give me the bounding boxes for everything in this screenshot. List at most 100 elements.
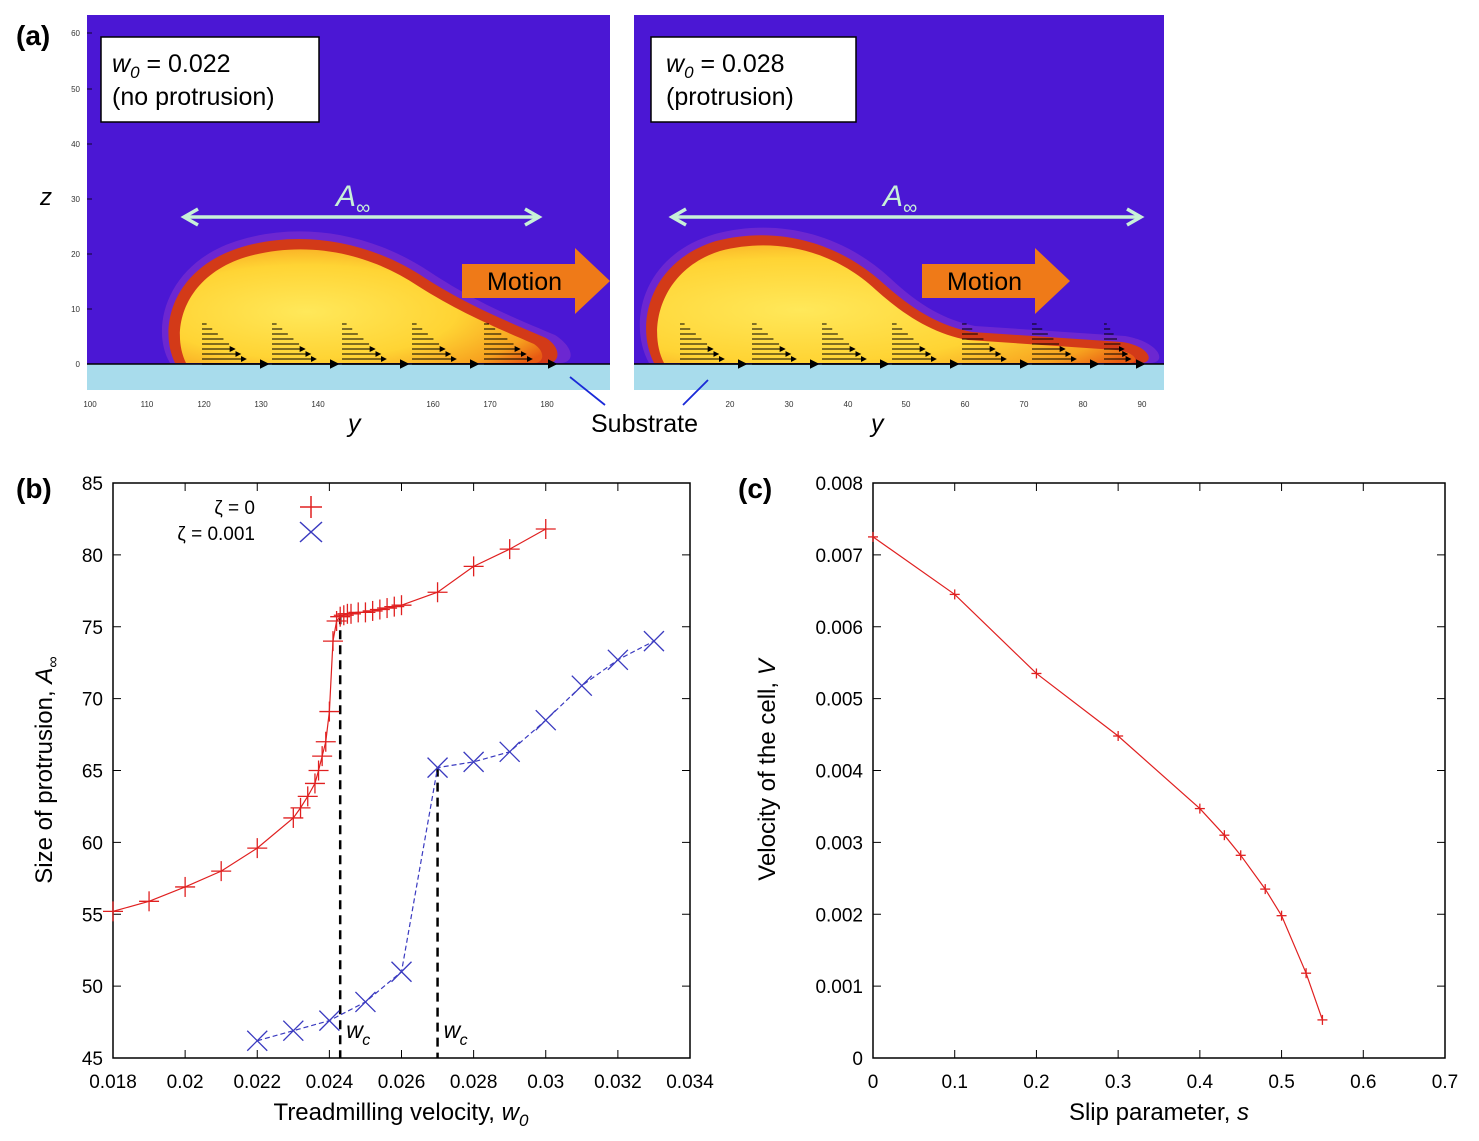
b-zeta001-point: [463, 751, 485, 773]
b-xtick-label: 0.032: [594, 1072, 642, 1093]
b-ytick-label: 55: [82, 905, 103, 926]
right-info-line1: w0 = 0.028: [666, 50, 785, 82]
z-tick-label: 0: [76, 360, 81, 369]
b-zeta001-point: [246, 1030, 268, 1052]
left-info-line2: (no protrusion): [112, 83, 275, 111]
chart-b-ylabel-text: Size of protrusion,: [31, 684, 58, 884]
left-substrate: [87, 364, 610, 390]
panel-c-label: (c): [738, 473, 772, 504]
b-zeta001-point: [354, 991, 376, 1013]
b-xtick-label: 0.03: [527, 1072, 564, 1093]
left-y-axis-label: y: [346, 410, 362, 438]
z-tick-label: 50: [71, 85, 80, 94]
panel-a-label: (a): [16, 20, 50, 51]
b-xtick-label: 0.022: [233, 1072, 281, 1093]
c-ytick-label: 0.006: [815, 618, 863, 639]
c-xtick-label: 0: [868, 1072, 879, 1093]
legend-marker-x: [299, 521, 323, 543]
chart-c-ylabel-text: Velocity of the cell,: [754, 675, 781, 880]
c-ytick-label: 0: [852, 1049, 863, 1070]
right-info-val: = 0.028: [694, 50, 785, 78]
left-y-tick-label: 110: [141, 400, 154, 409]
legend-item-zeta001: ζ = 0.001: [177, 524, 255, 545]
b-ytick-label: 60: [82, 833, 103, 854]
c-xtick-label: 0.5: [1268, 1072, 1294, 1093]
b-critical-label-sub: c: [362, 1032, 370, 1049]
b-ytick-label: 45: [82, 1049, 103, 1070]
chart-b-xlabel-text: Treadmilling velocity,: [274, 1099, 502, 1126]
left-cell-body: [179, 249, 543, 363]
left-z-ticks: 60 50 40 30 20 10 0: [71, 29, 92, 369]
z-tick-label: 20: [71, 250, 80, 259]
b-ytick-label: 70: [82, 690, 103, 711]
right-info-line2: (protrusion): [666, 83, 794, 111]
panel-b-label: (b): [16, 473, 52, 504]
c-ytick-label: 0.001: [815, 977, 863, 998]
left-ainf-sub: ∞: [356, 197, 370, 219]
b-zeta001-point: [499, 741, 521, 763]
legend-marker-plus: [300, 496, 322, 518]
c-ytick-label: 0.008: [815, 474, 863, 495]
left-ainf-arrowhead-right: [524, 207, 543, 227]
chart-c-ylabel-sym: V: [754, 657, 781, 675]
right-y-tick-label: 90: [1138, 400, 1147, 409]
right-y-ticks: 20 30 40 50 60 70 80 90: [726, 400, 1147, 409]
left-y-tick-label: 130: [254, 400, 268, 409]
z-axis-label: z: [39, 184, 52, 211]
right-substrate: [634, 364, 1164, 390]
right-cell-body: [657, 245, 1136, 363]
right-ainf-label: A: [881, 180, 903, 213]
c-velocity-line: [872, 536, 1323, 1021]
b-critical-label-sub: c: [460, 1032, 468, 1049]
right-velocity-field: [680, 323, 1146, 369]
right-ainf-arrowhead-right: [1126, 207, 1145, 227]
left-info-sym: w: [112, 50, 132, 78]
right-motion-label: Motion: [947, 268, 1022, 296]
right-info-sym: w: [666, 50, 686, 78]
right-info-box: [650, 36, 857, 123]
b-ytick-label: 80: [82, 546, 103, 567]
chart-b-legend: ζ = 0 ζ = 0.001: [177, 496, 323, 545]
right-ainf-arrowhead-left: [668, 207, 687, 227]
chart-b-ylabel: Size of protrusion, A∞: [31, 656, 62, 884]
left-y-tick-label: 140: [311, 400, 325, 409]
right-y-tick-label: 20: [726, 400, 735, 409]
c-ytick-label: 0.002: [815, 905, 863, 926]
b-critical-label: w: [444, 1017, 462, 1043]
b-ytick-label: 85: [82, 474, 103, 495]
chart-c-series: [868, 531, 1328, 1025]
chart-b-xlabel-sub: 0: [519, 1111, 529, 1130]
left-y-tick-label: 160: [426, 400, 440, 409]
left-info-line1: w0 = 0.022: [112, 50, 231, 82]
z-tick-label: 60: [71, 29, 80, 38]
b-zeta001-point: [427, 757, 449, 779]
chart-c-xlabel-text: Slip parameter,: [1069, 1099, 1237, 1126]
right-y-axis-label: y: [869, 410, 885, 438]
left-ainf-label: A: [334, 180, 356, 213]
right-y-tick-label: 40: [844, 400, 853, 409]
chart-c-frame: [872, 482, 1446, 1059]
substrate-pointer-right: [682, 379, 709, 406]
b-zeta001-point: [535, 709, 557, 731]
right-y-tick-label: 30: [785, 400, 794, 409]
panel-a-right: A ∞ Motion w0 = 0.028 (protrusion) 20 30 4…: [634, 15, 1164, 438]
b-critical-label: w: [346, 1017, 364, 1043]
substrate-label: Substrate: [591, 410, 698, 438]
c-xtick-label: 0.2: [1023, 1072, 1049, 1093]
b-zeta001-point: [607, 649, 629, 671]
chart-b-ticks: 0.018 0.02 0.022 0.024 0.026 0.028 0.03 0.032 0.…: [82, 474, 714, 1093]
b-xtick-label: 0.018: [89, 1072, 137, 1093]
c-xtick-label: 0.6: [1350, 1072, 1376, 1093]
chart-c-ticks: 0 0.1 0.2 0.3 0.4 0.5 0.6 0.7 0 0.001 0.002 0.003 0.…: [815, 474, 1458, 1093]
c-ytick-label: 0.005: [815, 690, 863, 711]
c-xtick-label: 0.7: [1432, 1072, 1458, 1093]
right-ainf-sub: ∞: [903, 197, 917, 219]
left-y-tick-label: 180: [540, 400, 554, 409]
b-zeta001-point: [643, 630, 665, 652]
b-zeta001-point: [391, 961, 412, 983]
left-y-tick-label: 100: [83, 400, 97, 409]
z-tick-label: 10: [71, 305, 80, 314]
right-y-tick-label: 70: [1020, 400, 1029, 409]
c-xtick-label: 0.1: [942, 1072, 968, 1093]
